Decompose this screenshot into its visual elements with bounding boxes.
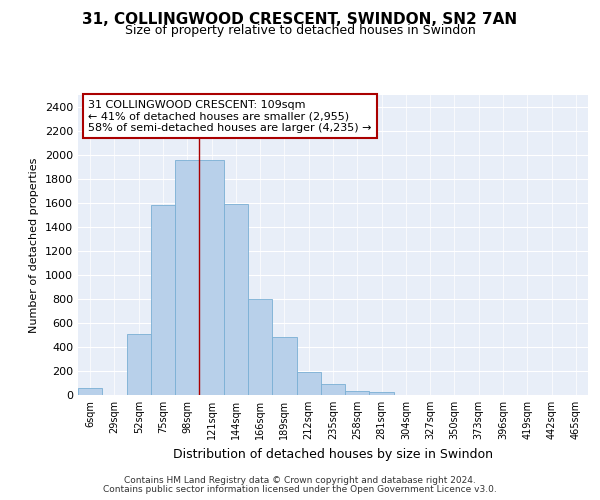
Text: 31, COLLINGWOOD CRESCENT, SWINDON, SN2 7AN: 31, COLLINGWOOD CRESCENT, SWINDON, SN2 7… [82, 12, 518, 28]
Bar [345, 391, 370, 395]
Bar [321, 384, 345, 395]
Text: 31 COLLINGWOOD CRESCENT: 109sqm
← 41% of detached houses are smaller (2,955)
58%: 31 COLLINGWOOD CRESCENT: 109sqm ← 41% of… [88, 100, 372, 132]
Bar [175, 160, 199, 395]
Text: Contains public sector information licensed under the Open Government Licence v3: Contains public sector information licen… [103, 485, 497, 494]
Bar [272, 338, 296, 395]
Bar [248, 299, 272, 395]
Bar [296, 372, 321, 395]
Bar [151, 206, 175, 395]
Bar [127, 334, 151, 395]
Bar [78, 388, 102, 395]
Text: Contains HM Land Registry data © Crown copyright and database right 2024.: Contains HM Land Registry data © Crown c… [124, 476, 476, 485]
Bar [199, 160, 224, 395]
Y-axis label: Number of detached properties: Number of detached properties [29, 158, 40, 332]
X-axis label: Distribution of detached houses by size in Swindon: Distribution of detached houses by size … [173, 448, 493, 460]
Bar [370, 392, 394, 395]
Bar [224, 204, 248, 395]
Text: Size of property relative to detached houses in Swindon: Size of property relative to detached ho… [125, 24, 475, 37]
